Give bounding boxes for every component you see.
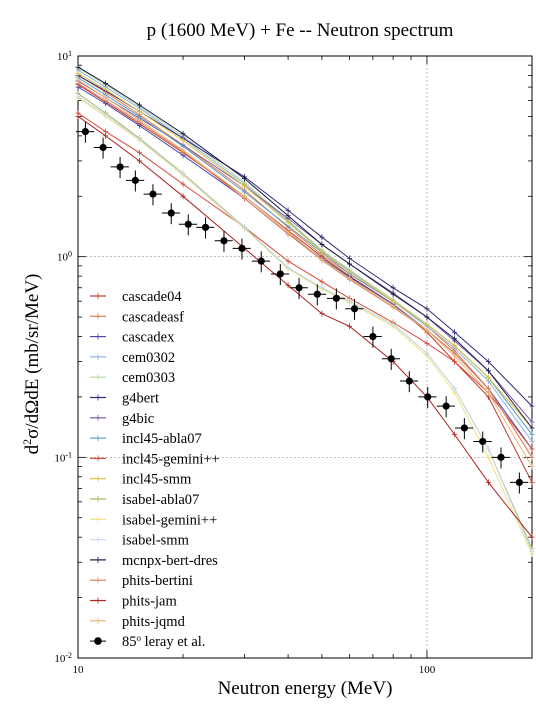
series-mcnpx-bert-dres xyxy=(75,64,535,432)
legend-item: phits-jqmd xyxy=(90,614,186,630)
experiment-point xyxy=(149,190,157,198)
legend-label: cem0303 xyxy=(122,370,175,386)
legend-item: cem0303 xyxy=(90,370,175,386)
legend-label: phits-jqmd xyxy=(122,614,186,630)
legend-label: cascade04 xyxy=(122,289,182,305)
experiment-point xyxy=(424,393,432,401)
series-phits-jqmd xyxy=(75,76,535,470)
experiment-point xyxy=(184,220,192,228)
x-axis-label: Neutron energy (MeV) xyxy=(218,678,393,699)
y-tick-label: 101 xyxy=(57,49,72,64)
y-tick-exponent: -1 xyxy=(65,450,72,459)
experiment-point xyxy=(332,294,340,302)
legend-item: g4bert xyxy=(90,391,159,407)
legend-label: isabel-smm xyxy=(122,533,190,549)
x-tick-label: 100 xyxy=(419,664,436,676)
y-tick-exponent: -2 xyxy=(65,651,72,660)
legend-item: isabel-gemini++ xyxy=(90,512,217,528)
legend-item: phits-jam xyxy=(90,594,177,610)
y-tick-label: 100 xyxy=(57,249,72,264)
plot-frame xyxy=(77,55,533,659)
experiment-point xyxy=(497,453,505,461)
legend-label: phits-jam xyxy=(122,594,177,610)
series-incl45-smm xyxy=(75,70,535,432)
legend-item: cascadeasf xyxy=(90,309,184,325)
experiment-point xyxy=(405,377,413,385)
experiment-point xyxy=(81,128,89,136)
legend-item: g4bic xyxy=(90,411,154,427)
legend-label: incl45-smm xyxy=(122,472,192,488)
legend-item: cem0302 xyxy=(90,350,175,366)
y-axis-label: d2σ/dΩdE (mb/sr/MeV) xyxy=(20,274,43,455)
legend-label: g4bert xyxy=(122,391,159,407)
experiment-point xyxy=(313,290,321,298)
experiment-point xyxy=(387,355,395,363)
legend-label: cascadex xyxy=(122,330,175,346)
experiment-point xyxy=(295,284,303,292)
legend-label: cascadeasf xyxy=(122,309,184,325)
legend-item: mcnpx-bert-dres xyxy=(90,553,218,569)
legend-item: phits-bertini xyxy=(90,573,193,589)
legend-label: isabel-gemini++ xyxy=(122,512,217,528)
legend-label: cem0302 xyxy=(122,350,175,366)
y-tick-base: 10 xyxy=(54,653,66,665)
y-tick-label: 10-2 xyxy=(54,651,72,666)
legend-label: incl45-gemini++ xyxy=(122,451,220,467)
legend-label: g4bic xyxy=(122,411,154,427)
legend-label: 85o leray et al. xyxy=(122,633,205,650)
experiment-point xyxy=(167,209,175,217)
chart-title: p (1600 MeV) + Fe -- Neutron spectrum xyxy=(147,20,454,41)
legend-label: mcnpx-bert-dres xyxy=(122,553,218,569)
legend-item: incl45-smm xyxy=(90,472,192,488)
experiment-point xyxy=(99,143,107,152)
legend-label-angle: 85 xyxy=(122,634,137,650)
y-tick-label: 10-1 xyxy=(54,450,72,465)
legend-item: isabel-smm xyxy=(90,533,190,549)
y-tick-base: 10 xyxy=(54,452,66,464)
experiment-point xyxy=(479,437,487,446)
x-tick-label: 10 xyxy=(73,664,85,676)
legend-marker xyxy=(94,637,102,645)
experiment-point xyxy=(131,176,139,184)
experiment-point xyxy=(515,478,523,487)
experiment-point xyxy=(442,402,450,410)
legend-label-degree: o xyxy=(137,633,142,643)
y-tick-base: 10 xyxy=(57,51,69,63)
series-isabel-smm xyxy=(75,93,535,555)
experiment-point xyxy=(350,305,359,313)
legend-label: phits-bertini xyxy=(122,573,193,589)
experiment-point xyxy=(220,237,228,245)
experiment-point xyxy=(257,257,265,265)
experiment-point xyxy=(238,244,246,252)
legend-item: cascadex xyxy=(90,330,175,346)
experiment-point xyxy=(276,270,284,278)
legend-label: incl45-abla07 xyxy=(122,431,202,447)
experiment-point xyxy=(116,163,124,171)
legend-item: cascade04 xyxy=(90,289,182,305)
legend-item-experiment: 85o leray et al. xyxy=(90,633,205,650)
legend-item: incl45-abla07 xyxy=(90,431,202,447)
legend-item: isabel-abla07 xyxy=(90,492,199,508)
series-group xyxy=(75,64,535,557)
y-tick-exponent: 0 xyxy=(68,249,72,258)
experiment-point xyxy=(201,223,210,231)
series-line xyxy=(77,79,533,467)
y-tick-exponent: 1 xyxy=(68,49,72,58)
experiment-point xyxy=(369,332,377,341)
legend-item: incl45-gemini++ xyxy=(90,451,220,467)
experiment-series xyxy=(76,121,529,494)
experiment-point xyxy=(460,424,468,432)
legend: cascade04 cascadeasf cascadex cem0302 cem030… xyxy=(90,289,220,650)
legend-label-source: leray et al. xyxy=(141,634,205,650)
y-tick-base: 10 xyxy=(57,252,69,264)
legend-label: isabel-abla07 xyxy=(122,492,199,508)
